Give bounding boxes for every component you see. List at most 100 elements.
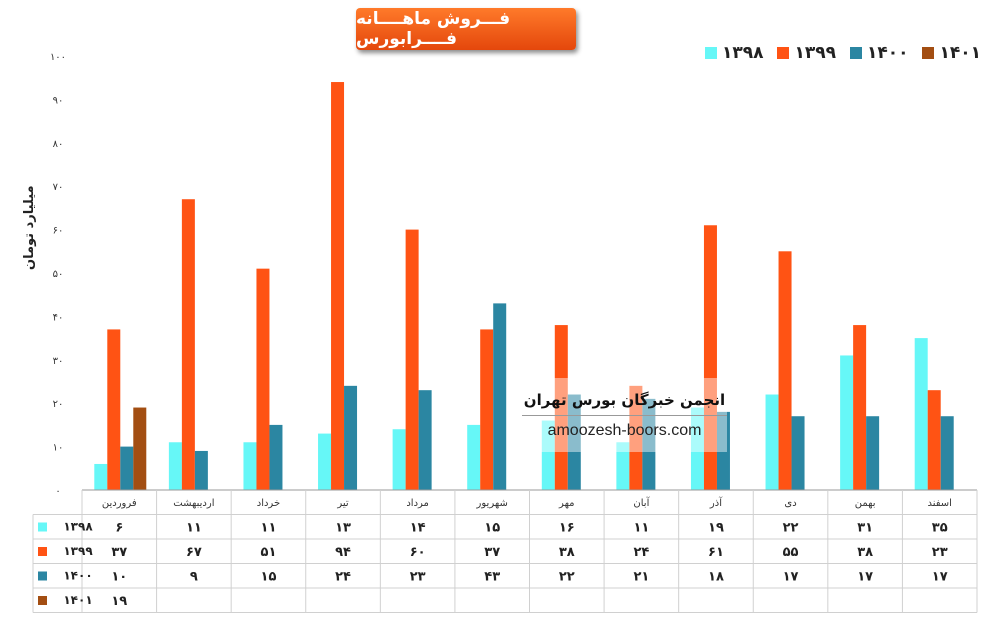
bar — [567, 394, 581, 490]
data-label: ۱۴ — [410, 521, 426, 536]
bar — [716, 411, 730, 490]
row-series-name: ۱۴۰۰ — [63, 569, 92, 583]
data-label: ۲۳ — [932, 545, 948, 560]
category-label: شهریور — [476, 498, 508, 509]
bar — [690, 407, 704, 490]
legend-label: ۱۳۹۸ — [721, 43, 764, 63]
data-label: ۵۵ — [783, 545, 799, 560]
bar — [765, 394, 779, 490]
y-tick-label: ۰ — [55, 486, 60, 497]
y-tick-label: ۷۰ — [53, 182, 64, 193]
bar — [405, 229, 419, 490]
legend-item: ۱۴۰۰ — [849, 43, 909, 63]
category-label: آبان — [633, 496, 650, 509]
watermark: انجمن خبرگان بورس تهران amoozesh-boors.c… — [522, 378, 727, 452]
bar — [927, 390, 941, 490]
bar — [866, 416, 880, 490]
bar — [120, 446, 134, 490]
row-legend-swatch — [38, 547, 47, 556]
legend-swatch — [922, 47, 935, 59]
legend-item: ۱۳۹۹ — [777, 43, 836, 63]
data-label: ۱۹ — [111, 594, 127, 609]
watermark-title: انجمن خبرگان بورس تهران — [522, 391, 727, 416]
y-tick-label: ۹۰ — [53, 95, 64, 106]
bar — [467, 424, 481, 490]
data-label: ۲۲ — [783, 521, 799, 536]
data-label: ۹۴ — [335, 545, 351, 560]
data-label: ۵۱ — [261, 545, 277, 560]
bar — [778, 251, 792, 490]
bar — [480, 329, 494, 490]
data-label: ۳۷ — [484, 545, 500, 560]
data-label: ۹ — [190, 570, 198, 585]
bar — [940, 416, 954, 490]
y-tick-label: ۲۰ — [53, 399, 64, 410]
data-label: ۱۳ — [335, 521, 351, 536]
data-label: ۱۰ — [111, 570, 127, 585]
data-label: ۱۱ — [261, 521, 277, 536]
legend-swatch — [849, 47, 862, 59]
bar — [269, 424, 283, 490]
category-label: آذر — [709, 496, 723, 509]
data-label: ۱۱ — [633, 521, 649, 536]
data-label: ۳۱ — [857, 521, 873, 536]
data-label: ۴۳ — [484, 570, 500, 585]
y-tick-label: ۱۰ — [53, 443, 64, 454]
bar — [418, 390, 432, 490]
row-legend-swatch — [38, 596, 47, 605]
bar — [107, 329, 121, 490]
data-label: ۲۴ — [633, 545, 649, 560]
legend-swatch — [704, 47, 717, 59]
bar — [133, 407, 147, 490]
data-label: ۱۷ — [857, 570, 873, 585]
y-tick-label: ۱۰۰ — [50, 52, 66, 63]
bar — [256, 268, 270, 490]
row-legend-swatch — [38, 571, 47, 581]
bar — [94, 463, 108, 490]
data-label: ۲۱ — [633, 570, 649, 585]
data-label: ۳۸ — [559, 545, 575, 560]
legend-label: ۱۴۰۰ — [866, 43, 909, 63]
data-label: ۱۷ — [783, 570, 799, 585]
legend-item: ۱۴۰۱ — [922, 43, 981, 63]
data-label: ۶۰ — [410, 545, 426, 560]
category-label: فروردین — [102, 498, 137, 509]
bar — [703, 225, 717, 490]
data-label: ۱۷ — [932, 570, 948, 585]
category-label: اردیبهشت — [173, 498, 214, 509]
bar — [181, 199, 195, 490]
data-label: ۱۵ — [484, 521, 500, 536]
legend-item: ۱۳۹۸ — [704, 43, 764, 63]
data-label: ۱۹ — [708, 521, 724, 536]
bar — [194, 450, 208, 490]
bar — [318, 433, 332, 490]
bar — [554, 325, 568, 490]
data-label: ۳۵ — [932, 521, 948, 536]
data-label: ۱۸ — [708, 570, 724, 585]
data-label: ۲۴ — [335, 570, 351, 585]
category-label: مهر — [558, 498, 574, 509]
data-label: ۲۲ — [559, 570, 575, 585]
y-tick-label: ۶۰ — [53, 226, 64, 237]
data-label: ۳۸ — [857, 545, 873, 560]
y-tick-label: ۵۰ — [53, 269, 64, 280]
category-label: مرداد — [406, 498, 429, 509]
data-label: ۱۵ — [261, 570, 277, 585]
y-tick-label: ۴۰ — [53, 312, 64, 323]
bar — [914, 338, 928, 490]
category-label: خرداد — [257, 498, 280, 509]
bar — [392, 429, 406, 490]
row-series-name: ۱۳۹۹ — [63, 544, 93, 558]
y-tick-label: ۳۰ — [53, 356, 64, 367]
category-label: اسفند — [927, 498, 951, 509]
category-label: بهمن — [855, 498, 876, 509]
watermark-url: amoozesh-boors.com — [547, 421, 702, 439]
bar — [331, 82, 345, 490]
y-tick-label: ۸۰ — [53, 139, 64, 150]
legend-label: ۱۳۹۹ — [794, 43, 836, 63]
bar — [243, 442, 257, 490]
data-label: ۶۱ — [708, 545, 724, 560]
row-series-name: ۱۳۹۸ — [63, 520, 93, 534]
